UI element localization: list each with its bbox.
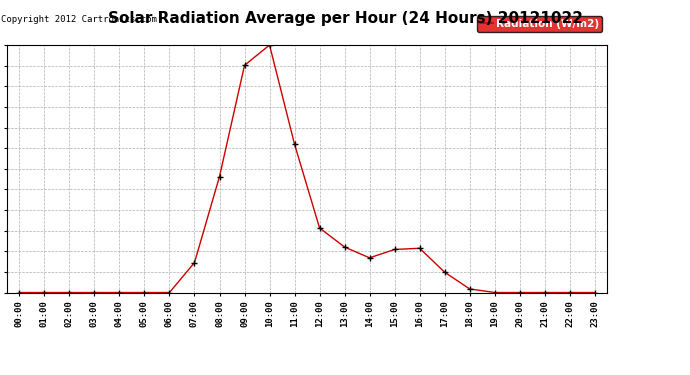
- Text: Copyright 2012 Cartronics.com: Copyright 2012 Cartronics.com: [1, 15, 157, 24]
- Legend: Radiation (W/m2): Radiation (W/m2): [477, 15, 602, 32]
- Text: Solar Radiation Average per Hour (24 Hours) 20121022: Solar Radiation Average per Hour (24 Hou…: [108, 11, 582, 26]
